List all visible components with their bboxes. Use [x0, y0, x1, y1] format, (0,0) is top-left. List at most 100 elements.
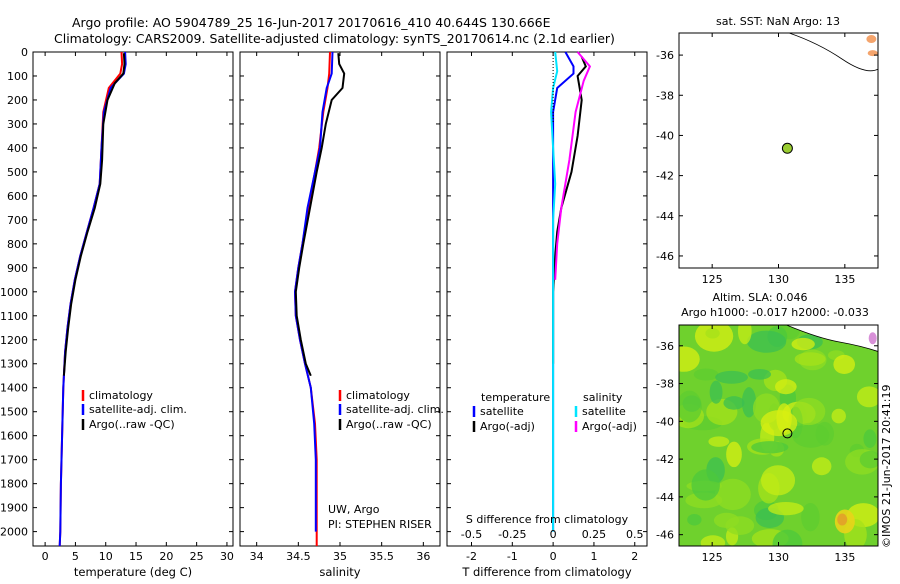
series-line-2 [62, 53, 126, 376]
legend-label: Argo(-adj) [480, 420, 535, 433]
x-tick-label: 15 [129, 550, 143, 563]
heatmap-cell [811, 457, 832, 476]
x-tick-label: 125 [702, 273, 723, 286]
annotation: UW, Argo [328, 503, 380, 516]
y-tick-label: 1700 [0, 454, 28, 467]
y-tick-label: 2000 [0, 526, 28, 539]
legend-label: climatology [89, 389, 153, 402]
heatmap-cell [760, 410, 798, 437]
coastline [788, 32, 879, 72]
y-tick-label: -46 [656, 250, 674, 263]
x-tick-label: 0 [42, 550, 49, 563]
plot-frame [32, 51, 234, 547]
series-line-0 [58, 51, 124, 547]
heatmap-cell [801, 503, 820, 532]
y-tick-label: -44 [656, 210, 674, 223]
y-tick-label: 1400 [0, 382, 28, 395]
y-tick-label: -36 [656, 340, 674, 353]
x-tick-label: 25 [190, 550, 204, 563]
x-tick-label: 135 [834, 551, 855, 564]
x-axis-label: salinity [319, 565, 360, 579]
series-line-2 [294, 53, 346, 377]
profile-panel-1: 34 34.5 35 35.5 36 salinity climatologysatelli… [239, 51, 444, 579]
series-line-1 [552, 56, 587, 364]
y-tick-label: 800 [7, 238, 28, 251]
series-line-1 [293, 51, 334, 532]
legend-label: satellite [582, 405, 626, 418]
y-tick-label: 700 [7, 214, 28, 227]
heatmap-cell [687, 513, 702, 526]
x-tick-label: 30 [220, 550, 234, 563]
island [866, 35, 877, 44]
y-tick-label: 1600 [0, 430, 28, 443]
y-tick-label: 1900 [0, 502, 28, 515]
legend-label: Argo(..raw -QC) [346, 418, 432, 431]
heatmap-cell [693, 368, 719, 381]
coastline [786, 325, 878, 352]
y-tick-label: -38 [656, 89, 674, 102]
map-title-line-1: Altim. SLA: 0.046 [712, 291, 807, 304]
y-tick-label: -44 [656, 491, 674, 504]
legend-header: salinity [583, 391, 623, 404]
island [867, 50, 878, 57]
y-tick-label: 1800 [0, 478, 28, 491]
heatmap-cell [709, 380, 723, 404]
series-line-2 [550, 51, 559, 532]
heatmap-cell [794, 352, 826, 366]
y-tick-label: 100 [7, 70, 28, 83]
y-tick-label: -46 [656, 529, 674, 542]
heatmap-cell [725, 516, 755, 535]
heatmap-cell [815, 421, 834, 446]
heatmap-cell [751, 441, 789, 454]
map-panel-3: 125 130 135 -36 -38 -40 -42 -44 -46 sat. SST: NaN… [656, 15, 879, 286]
heatmap-cell [746, 330, 787, 353]
heatmap-cell [859, 450, 878, 469]
x-axis-label: temperature (deg C) [74, 565, 192, 579]
x-tick-label: -2 [466, 550, 477, 563]
x-tick-label: 125 [702, 551, 723, 564]
legend-label: satellite [480, 405, 524, 418]
x-tick-label: 130 [768, 551, 789, 564]
heatmap-cell [691, 469, 720, 501]
heatmap-cell [700, 535, 726, 546]
x-tick-label: 20 [159, 550, 173, 563]
heatmap-cell [705, 328, 720, 339]
top-axis-label: S difference from climatology [466, 513, 629, 526]
y-tick-label: 400 [7, 142, 28, 155]
x-tick-label: 130 [768, 273, 789, 286]
argo-location-marker [781, 142, 793, 154]
heatmap-blobs [679, 325, 878, 546]
heatmap-cell [833, 354, 856, 375]
top-tick-label: -0.5 [461, 528, 482, 541]
y-tick-label: 1200 [0, 334, 28, 347]
heatmap-cell [679, 346, 700, 372]
heatmap-cell [737, 325, 752, 345]
legend-label: satellite-adj. clim. [346, 403, 444, 416]
heatmap-cell [772, 529, 803, 546]
y-tick-label: -42 [656, 170, 674, 183]
top-tick-label: 0.5 [626, 528, 644, 541]
x-axis-label: T difference from climatology [461, 565, 632, 579]
header-line-1: Argo profile: AO 5904789_25 16-Jun-2017 … [72, 15, 551, 30]
y-tick-label: 1100 [0, 310, 28, 323]
y-tick-label: -40 [656, 415, 674, 428]
x-tick-label: 35.5 [369, 550, 394, 563]
x-tick-label: -1 [507, 550, 518, 563]
y-tick-label: 200 [7, 94, 28, 107]
imos-stamp: ©IMOS 21-Jun-2017 20:41:19 [880, 384, 893, 548]
heatmap-cell [708, 436, 730, 447]
plot-frame [446, 51, 648, 547]
heatmap-cell [726, 441, 742, 468]
y-tick-label: -42 [656, 453, 674, 466]
y-tick-label: 1300 [0, 358, 28, 371]
map-title-line-2: Argo h1000: -0.017 h2000: -0.033 [681, 306, 869, 319]
profile-panel-2: -2 -1 0 1 2 T difference from climatology S di… [446, 51, 648, 579]
heatmap-cell [748, 368, 772, 380]
x-tick-label: 34 [250, 550, 264, 563]
y-tick-label: 500 [7, 166, 28, 179]
profile-panel-0: 0 5 10 15 20 25 300100200300400500600700800900… [0, 46, 234, 579]
heatmap-cell [831, 408, 846, 424]
heatmap-cell [856, 386, 878, 408]
y-tick-label: 0 [21, 46, 28, 59]
